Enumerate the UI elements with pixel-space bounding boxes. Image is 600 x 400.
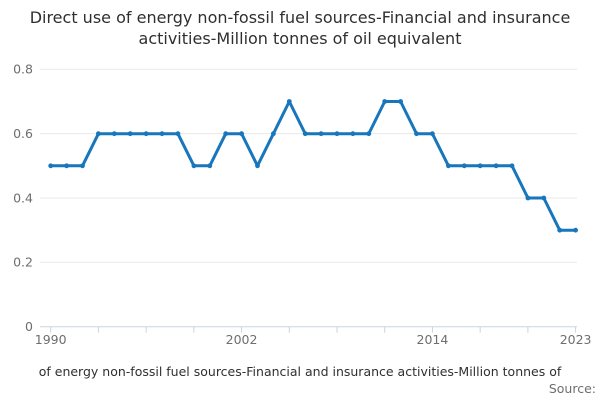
x-tick-label-1990: 1990 — [35, 332, 67, 347]
footer-source-label: Source: — [548, 381, 596, 396]
data-point-2004[interactable] — [271, 131, 276, 137]
data-point-1997[interactable] — [159, 131, 165, 137]
data-point-1993[interactable] — [96, 131, 101, 137]
y-tick-label-0.2: 0.2 — [13, 255, 33, 270]
data-point-1991[interactable] — [64, 163, 69, 169]
y-tick-label-0.6: 0.6 — [13, 126, 33, 141]
data-point-2011[interactable] — [382, 99, 388, 104]
data-point-1994[interactable] — [111, 131, 117, 137]
series-line[interactable] — [49, 100, 578, 232]
footer-caption: of energy non-fossil fuel sources-Financ… — [0, 364, 600, 381]
data-point-1998[interactable] — [175, 131, 181, 137]
data-point-2013[interactable] — [414, 131, 419, 137]
y-tick-label-0.4: 0.4 — [13, 190, 33, 205]
data-point-2017[interactable] — [477, 163, 483, 169]
data-point-1996[interactable] — [143, 131, 149, 137]
data-point-2012[interactable] — [398, 99, 403, 104]
data-point-2015[interactable] — [446, 163, 451, 169]
data-point-2001[interactable] — [223, 131, 229, 137]
data-point-1992[interactable] — [80, 163, 85, 169]
data-point-2019[interactable] — [509, 163, 515, 169]
data-point-2009[interactable] — [350, 131, 356, 137]
data-point-2020[interactable] — [525, 195, 531, 201]
data-point-2000[interactable] — [207, 163, 213, 169]
data-point-2010[interactable] — [366, 131, 372, 137]
x-tick-label-2002: 2002 — [226, 332, 258, 347]
data-point-2016[interactable] — [461, 163, 467, 169]
x-tick-label-2014: 2014 — [417, 332, 449, 347]
data-point-2018[interactable] — [493, 163, 499, 169]
footer-caption-text: of energy non-fossil fuel sources-Financ… — [38, 364, 562, 379]
data-point-2006[interactable] — [302, 131, 308, 137]
data-point-2014[interactable] — [430, 131, 435, 137]
data-point-1990[interactable] — [48, 163, 54, 169]
data-point-2023[interactable] — [573, 227, 578, 233]
chart-title-text: Direct use of energy non-fossil fuel sou… — [29, 8, 571, 48]
y-tick-label-0: 0 — [25, 319, 33, 334]
data-point-2003[interactable] — [255, 163, 260, 169]
data-point-1995[interactable] — [127, 131, 133, 137]
data-point-2005[interactable] — [286, 99, 292, 104]
y-tick-label-0.8: 0.8 — [13, 62, 33, 77]
data-point-2022[interactable] — [557, 227, 563, 233]
x-tick-label-2023: 2023 — [560, 332, 592, 347]
data-point-1999[interactable] — [191, 163, 197, 169]
data-point-2002[interactable] — [239, 131, 245, 137]
data-point-2021[interactable] — [541, 195, 547, 201]
data-point-2008[interactable] — [334, 131, 340, 137]
chart-title: Direct use of energy non-fossil fuel sou… — [0, 7, 600, 49]
footer-source: Source: — [549, 381, 596, 396]
data-point-2007[interactable] — [318, 131, 324, 137]
